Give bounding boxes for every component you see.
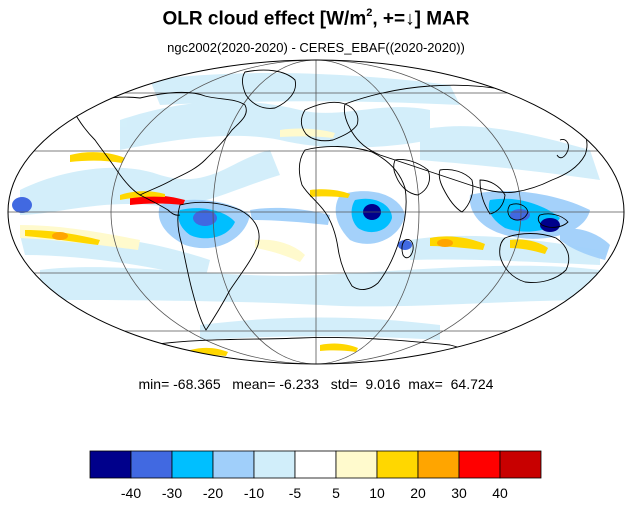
colorbar-box-2: [171, 450, 214, 479]
field-arctic-band: [150, 73, 460, 105]
field-east-pacific-orange: [52, 232, 68, 240]
colorbar-tick-label: -30: [162, 485, 182, 501]
field-central-pacific-blue: [12, 197, 32, 213]
colorbar-box-10: [499, 450, 542, 479]
field-new-guinea-deep: [540, 218, 560, 232]
coast-central-america: [139, 194, 181, 216]
colorbar-box-3: [212, 450, 255, 479]
field-madagascar-blue: [398, 240, 412, 250]
field-central-america-red: [130, 195, 185, 205]
chart-subtitle: ngc2002(2020-2020) - CERES_EBAF((2020-20…: [167, 40, 465, 55]
map-border: [7, 59, 625, 365]
field-south-pacific-convergence: [560, 228, 610, 260]
coast-southeast-asia: [479, 179, 506, 215]
field-north-pacific-gold: [70, 152, 125, 163]
field-antarctic-band: [200, 317, 440, 340]
field-south-atlantic-yellow: [255, 239, 305, 262]
colorbar-tick-label: -10: [244, 485, 264, 501]
colorbar-tick-label: -20: [203, 485, 223, 501]
field-amazon-deep: [193, 210, 217, 226]
coast-india: [438, 169, 474, 213]
std-label: std=: [330, 376, 358, 392]
colorbar-tick-label: 20: [410, 485, 426, 501]
coast-africa: [298, 146, 407, 290]
anomaly-field: [12, 73, 610, 356]
std-value: 9.016: [365, 376, 401, 392]
colorbar-box-0: [89, 450, 132, 479]
coast-greenland: [242, 69, 296, 109]
max-label: max=: [408, 376, 443, 392]
field-southern-ocean-band: [40, 265, 600, 307]
colorbar-tick-label: 5: [332, 485, 340, 501]
coast-asia: [343, 84, 588, 193]
mean-value: -6.233: [279, 376, 320, 392]
mean-label: mean=: [232, 376, 276, 392]
colorbar-box-9: [458, 450, 501, 479]
colorbar-box-4: [253, 450, 296, 479]
colorbar-tick-label: -40: [121, 485, 141, 501]
colorbar-tick-label: 30: [451, 485, 467, 501]
colorbar-box-7: [376, 450, 419, 479]
min-label: min=: [138, 376, 170, 392]
colorbar-box-6: [335, 450, 378, 479]
statistics-line: min= -68.365 mean= -6.233 std= 9.016 max…: [0, 376, 632, 392]
colorbar-tick-label: 10: [369, 485, 385, 501]
coast-borneo: [507, 203, 529, 221]
coast-europe: [300, 101, 359, 142]
field-central-america-orange: [120, 191, 165, 200]
colorbar-tick-label: -5: [289, 485, 302, 501]
field-australia-yellow: [510, 239, 548, 254]
field-asia-band: [420, 126, 600, 180]
meridian-120: [110, 60, 522, 364]
chart-title: OLR cloud effect [W/m2, +=↓] MAR: [162, 7, 470, 30]
field-high-latitude-yellow: [280, 128, 335, 138]
coast-madagascar: [401, 239, 414, 259]
colorbar-tick-label: 40: [492, 485, 508, 501]
coast-new-guinea: [537, 213, 569, 228]
coast-japan: [556, 139, 569, 159]
colorbar-box-5: [294, 450, 337, 479]
field-east-pacific-band: [20, 233, 210, 280]
coast-arabia: [393, 159, 430, 196]
field-antarctic-yellow: [320, 343, 358, 352]
field-north-pacific-band: [20, 150, 280, 215]
field-asia-yellow: [310, 189, 350, 198]
field-indian-ocean-orange: [437, 239, 453, 247]
max-value: 64.724: [450, 376, 494, 392]
coast-north-america: [71, 91, 247, 196]
field-north-atlantic-band: [120, 101, 430, 150]
colorbar-box-8: [417, 450, 460, 479]
coast-south-america: [177, 201, 260, 331]
colorbar-box-1: [130, 450, 173, 479]
coast-australia: [499, 233, 570, 283]
meridian-60: [212, 60, 420, 364]
min-value: -68.365: [173, 376, 221, 392]
